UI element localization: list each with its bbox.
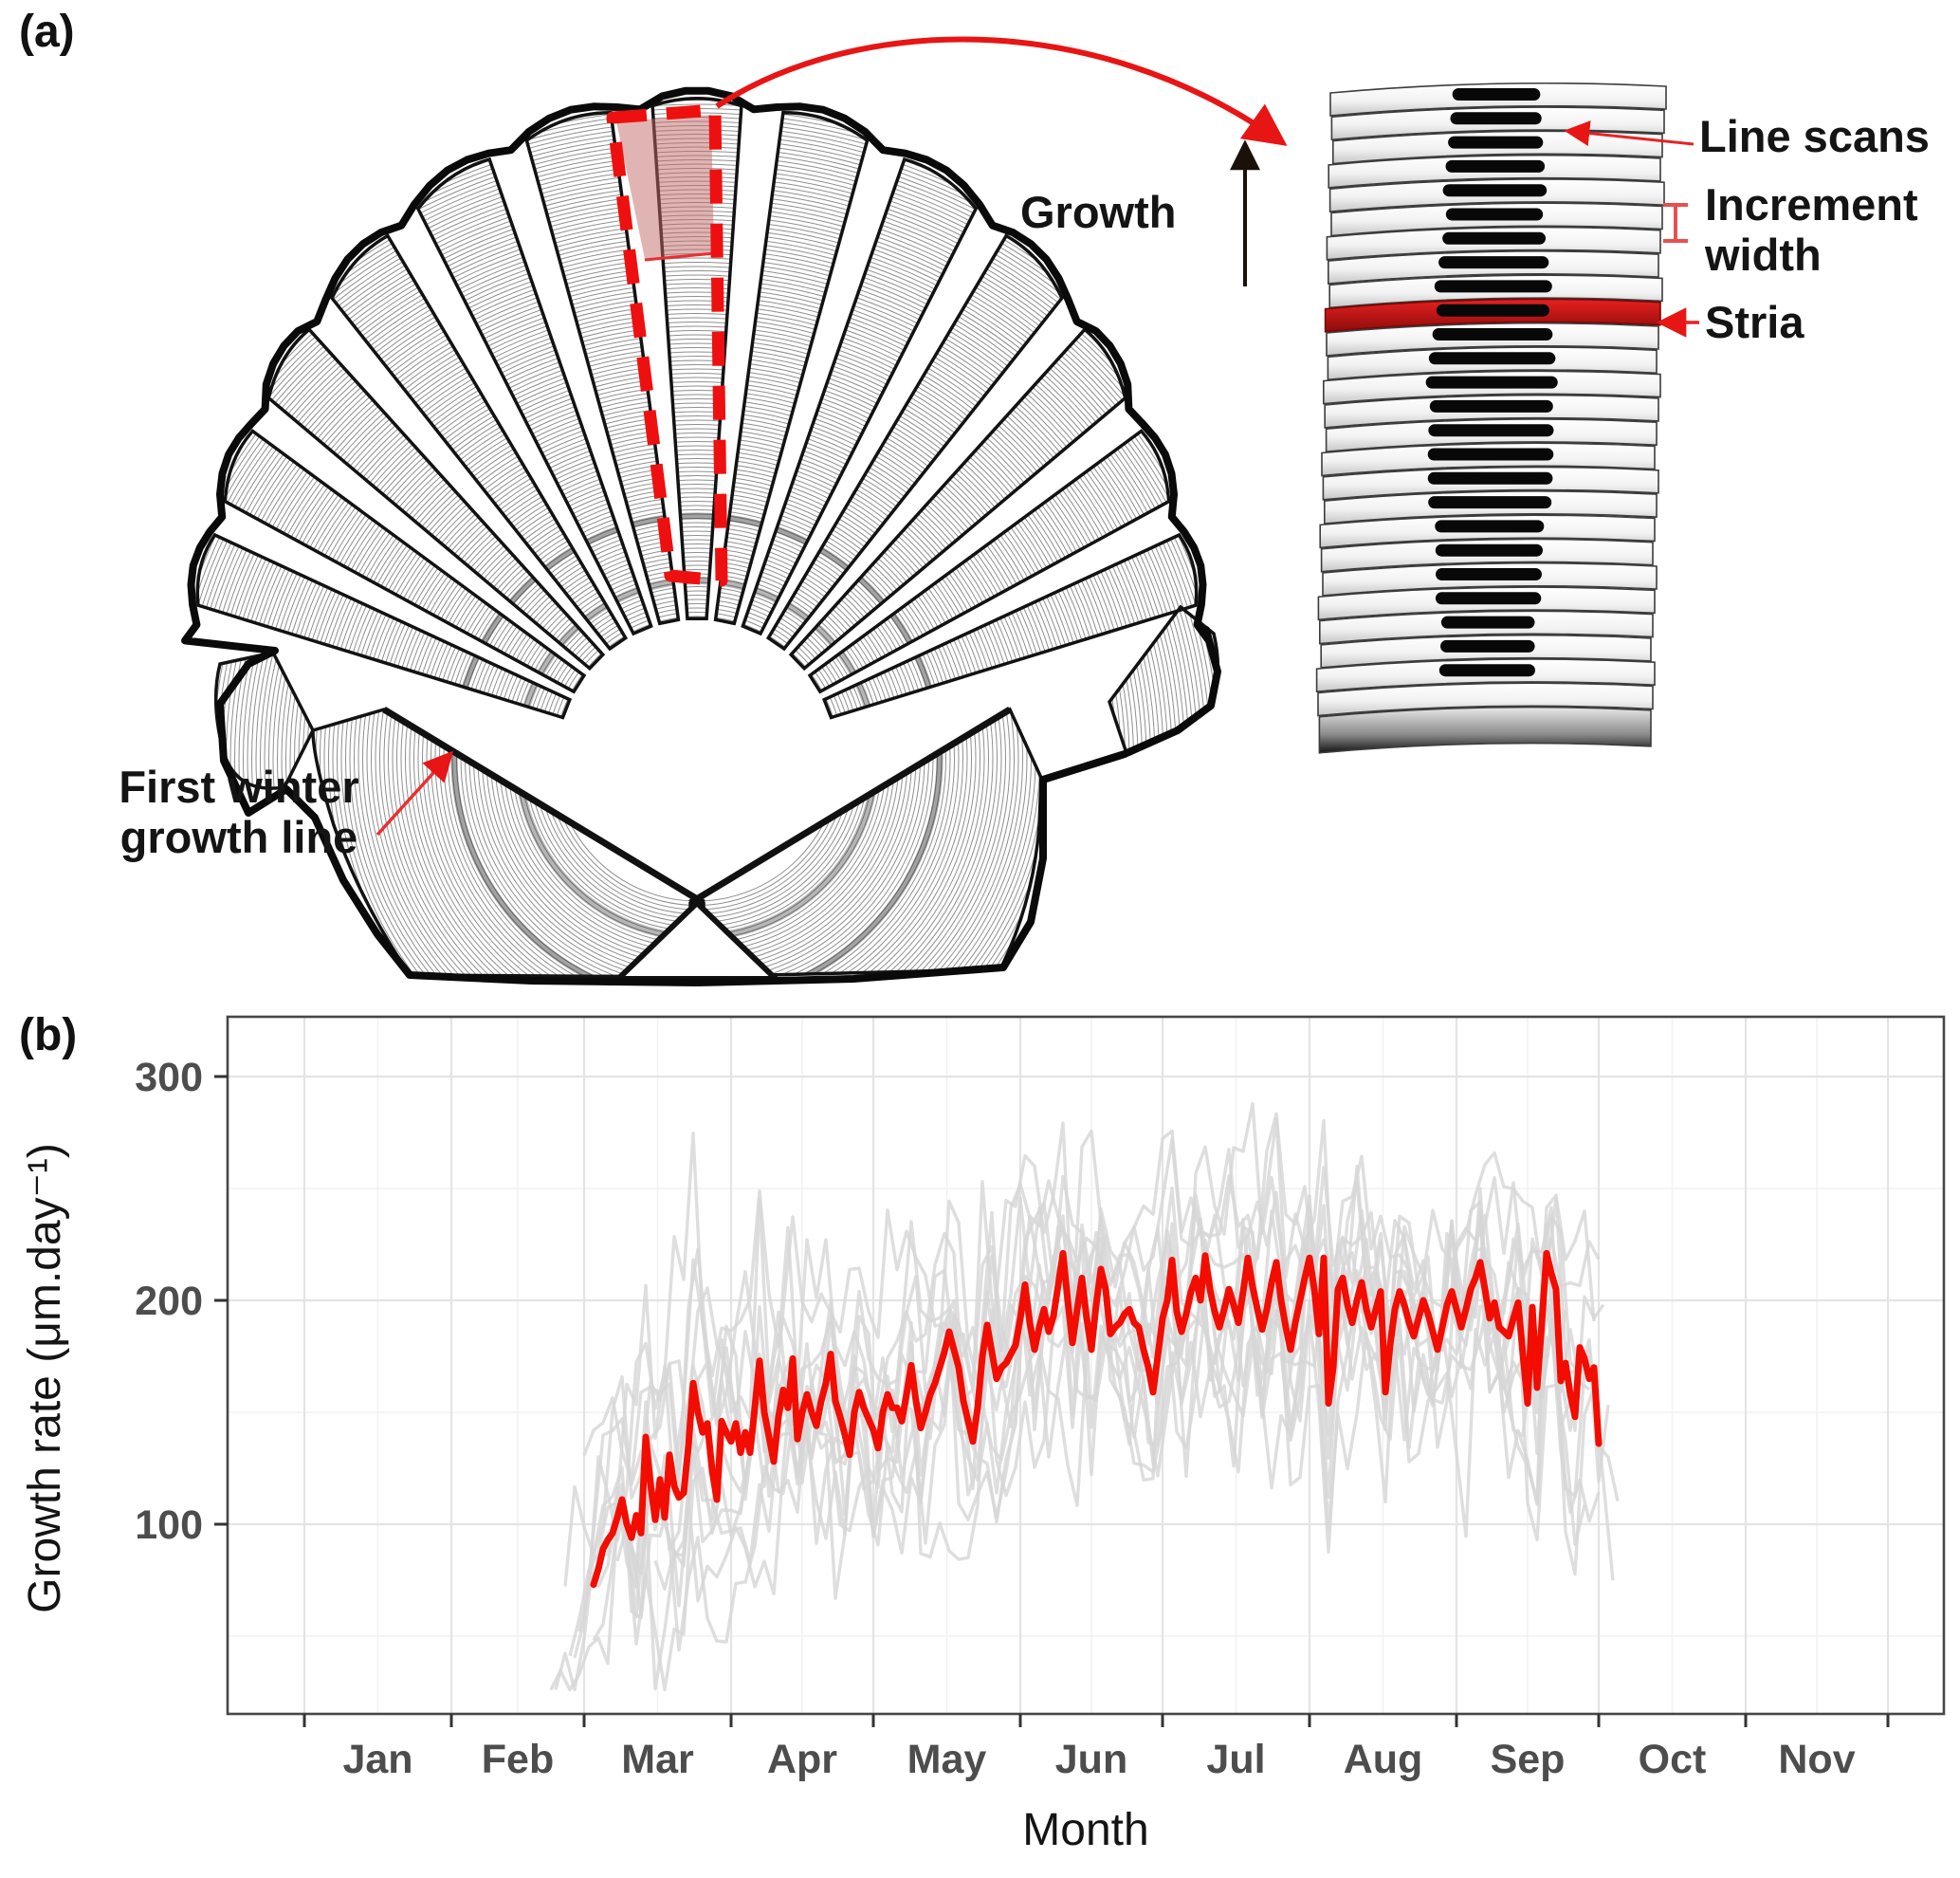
x-tick-label: May [907,1737,987,1782]
line-scan-bar [1435,592,1542,605]
shell-layer [1317,682,1654,717]
line-scans-label: Line scans [1699,111,1930,161]
line-scan-bar [1445,208,1544,221]
line-scan-bar [1425,376,1558,389]
sampled-region-highlight [616,115,714,259]
increment-width-bracket [1663,203,1688,243]
shell-layer [1318,706,1652,754]
line-scan-bar [1440,616,1535,629]
line-scan-bar [1436,568,1542,580]
line-scan-bar [1429,399,1553,413]
x-tick-label: Apr [767,1737,837,1782]
growth-direction-label: Growth [1020,187,1177,237]
line-scan-bar [1435,543,1544,557]
line-scan-bar [1452,88,1541,101]
x-tick-label: Nov [1778,1737,1855,1782]
line-scan-bar [1432,328,1553,341]
x-tick-label: Mar [621,1737,694,1782]
line-scan-bar [1445,159,1546,173]
individual-growth-trace [573,1117,1610,1659]
x-tick-label: Jul [1206,1737,1265,1782]
line-scan-bar [1450,112,1542,125]
individual-growth-trace [554,1118,1601,1692]
individual-growth-trace [606,1197,1576,1589]
increment-width-label: Increment width [1705,179,1918,280]
line-scan-bar [1442,231,1547,245]
x-tick-label: Oct [1639,1737,1707,1782]
line-scans-arrow [1564,120,1694,146]
x-tick-label: Feb [482,1737,554,1782]
x-tick-label: Sep [1491,1737,1566,1782]
mean-growth-line [590,1249,1603,1589]
panel-b-label: (b) [19,1010,78,1060]
y-tick-label: 200 [135,1279,203,1324]
y-tick-label: 100 [135,1502,203,1548]
line-scan-bar [1428,352,1556,365]
sampled-rib-dashed-box [606,103,728,587]
shell-cross-section-inset [1230,82,1699,754]
first-winter-arrow [376,750,454,837]
first-winter-growth-line-label: First winter growth line [119,762,359,862]
y-tick-label: 300 [135,1055,203,1100]
line-scan-bar [1440,639,1535,653]
line-scan-bar [1448,136,1544,149]
plot-border [226,1015,1946,1716]
line-scan-bar [1442,184,1548,197]
line-scan-bar [1435,520,1545,533]
x-axis-title: Month [1022,1805,1149,1855]
line-scan-bar [1427,471,1553,485]
gridlines [228,1017,1944,1714]
panel-a-annotation-arrows [376,36,1288,837]
x-tick-label: Jan [342,1737,412,1782]
line-scan-bar [1428,424,1554,437]
line-scan-bar [1434,280,1552,293]
line-scan-bar [1427,448,1554,461]
line-scan-bar [1438,256,1549,269]
line-scan-bar [1436,304,1549,317]
line-scan-bar [1428,496,1552,509]
rib-to-inset-arrow [715,36,1288,146]
stria-label: Stria [1705,297,1804,347]
growth-rate-line-chart: Jan Feb Mar Apr May Jun Jul Aug Sep Oct Nov 100 200 3… [135,1015,1946,1782]
first-winter-growth-line-arc [450,512,943,977]
line-scan-bar [1438,664,1535,677]
panel-a-label: (a) [19,7,75,57]
x-tick-label: Aug [1344,1737,1423,1782]
y-axis-title: Growth rate (μm.day⁻¹) [20,1143,70,1613]
x-tick-label: Jun [1055,1737,1127,1782]
data-series [549,1101,1620,1692]
